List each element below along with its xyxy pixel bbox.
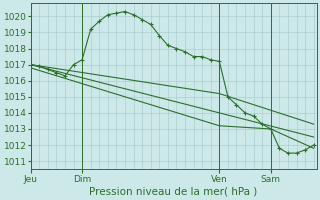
X-axis label: Pression niveau de la mer( hPa ): Pression niveau de la mer( hPa ) (90, 187, 258, 197)
